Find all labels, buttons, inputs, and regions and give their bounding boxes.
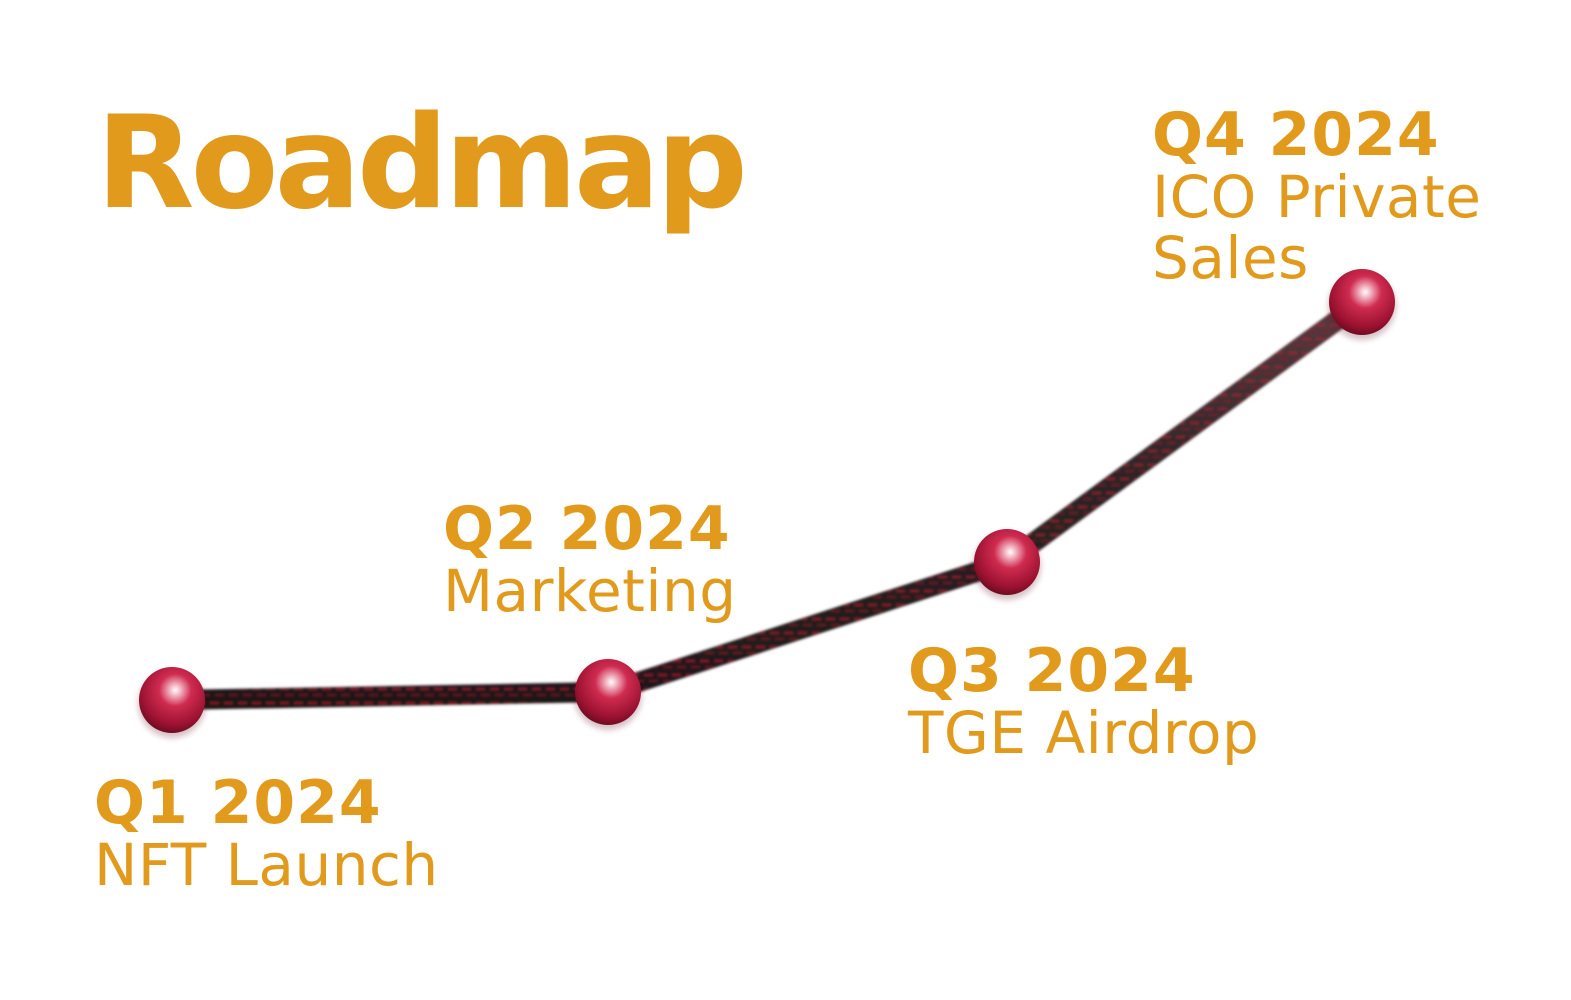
track-segments <box>162 292 1372 710</box>
milestone-quarter: Q4 2024 <box>1152 100 1440 170</box>
milestone-node-q4 <box>1328 269 1396 340</box>
milestone-label: TGE Airdrop <box>908 699 1260 767</box>
milestone-label: ICO Private Sales <box>1152 163 1482 292</box>
track-rod-texture <box>163 293 1371 709</box>
milestone-q1: Q1 2024 NFT Launch <box>94 772 439 896</box>
milestone-q4: Q4 2024 ICO Private Sales <box>1152 104 1481 289</box>
milestone-label: NFT Launch <box>94 831 439 899</box>
milestone-nodes <box>138 269 1396 738</box>
milestone-quarter: Q3 2024 <box>908 636 1196 706</box>
milestone-q3: Q3 2024 TGE Airdrop <box>908 640 1259 764</box>
milestone-node-q3 <box>973 529 1041 600</box>
milestone-quarter: Q2 2024 <box>443 494 731 564</box>
milestone-quarter: Q1 2024 <box>94 768 382 838</box>
milestone-node-q1 <box>138 667 206 738</box>
milestone-label: Marketing <box>443 557 737 625</box>
milestone-node-q2 <box>574 659 642 730</box>
page-title: Roadmap <box>96 89 748 238</box>
milestone-q2: Q2 2024 Marketing <box>443 498 737 622</box>
